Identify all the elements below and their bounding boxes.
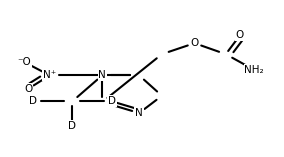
Text: D: D [29,96,37,106]
Text: N: N [98,70,106,80]
Text: D: D [68,121,76,131]
Text: O: O [236,30,244,40]
Text: D: D [108,96,116,106]
Text: N: N [135,108,143,118]
Text: ⁻O: ⁻O [17,57,31,67]
Text: O: O [190,38,199,48]
Text: O: O [24,84,33,94]
Text: N⁺: N⁺ [43,70,56,80]
Text: NH₂: NH₂ [244,65,264,75]
